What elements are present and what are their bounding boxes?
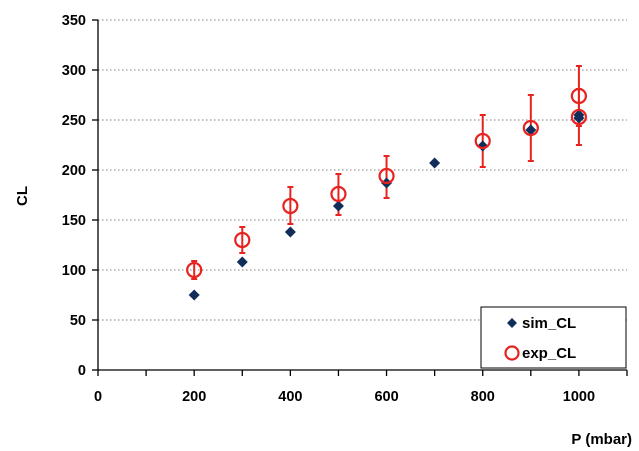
y-tick-label-150: 150 xyxy=(62,213,86,229)
legend-box xyxy=(480,306,627,369)
sim-cl-point xyxy=(284,226,296,238)
x-tick-label-400: 400 xyxy=(278,389,302,405)
gridlines xyxy=(98,19,627,321)
legend-diamond-icon xyxy=(507,318,517,328)
x-tick-label-0: 0 xyxy=(94,389,102,405)
error-bar xyxy=(383,155,390,199)
legend-label-sim: sim_CL xyxy=(522,315,576,332)
x-tick-label-1000: 1000 xyxy=(563,389,595,405)
error-bar xyxy=(239,226,246,254)
y-tick-label-100: 100 xyxy=(62,263,86,279)
sim-cl-point xyxy=(429,157,441,169)
exp-cl-point xyxy=(570,108,588,126)
y-tick-label-250: 250 xyxy=(62,113,86,129)
data-points xyxy=(186,87,588,301)
exp-cl-point xyxy=(474,132,491,150)
y-axis-title: CL xyxy=(14,186,31,206)
x-tick-label-800: 800 xyxy=(471,389,495,405)
error-bar xyxy=(287,186,294,225)
sim-cl-point xyxy=(573,109,585,121)
x-tick-label-200: 200 xyxy=(182,389,206,405)
exp-cl-point xyxy=(570,87,588,105)
x-axis-title: P (mbar) xyxy=(571,431,632,448)
x-tick-label-600: 600 xyxy=(374,389,398,405)
exp-cl-point xyxy=(378,167,395,185)
exp-cl-point xyxy=(282,197,299,215)
y-tick-label-350: 350 xyxy=(62,13,86,29)
exp-cl-point xyxy=(522,119,539,137)
error-bars xyxy=(191,65,582,280)
sim-cl-point xyxy=(477,140,489,152)
exp-cl-point xyxy=(234,231,251,249)
sim-cl-point xyxy=(236,256,248,268)
y-tick-label-0: 0 xyxy=(78,363,86,379)
legend-label-exp: exp_CL xyxy=(522,345,576,362)
sim-cl-point xyxy=(332,200,344,212)
sim-cl-point xyxy=(188,289,200,301)
y-tick-label-200: 200 xyxy=(62,163,86,179)
y-tick-label-300: 300 xyxy=(62,63,86,79)
legend-open-circle-icon xyxy=(504,345,520,361)
sim-cl-point xyxy=(525,124,537,136)
legend: sim_CL exp_CL xyxy=(480,306,627,369)
y-tick-label-50: 50 xyxy=(70,313,86,329)
exp-cl-point xyxy=(186,261,203,279)
exp-cl-point xyxy=(330,185,347,203)
axes xyxy=(97,20,627,371)
ticks: 0 50 100 150 200 250 300 350 0 200 400 600 800 1000 xyxy=(62,13,628,405)
